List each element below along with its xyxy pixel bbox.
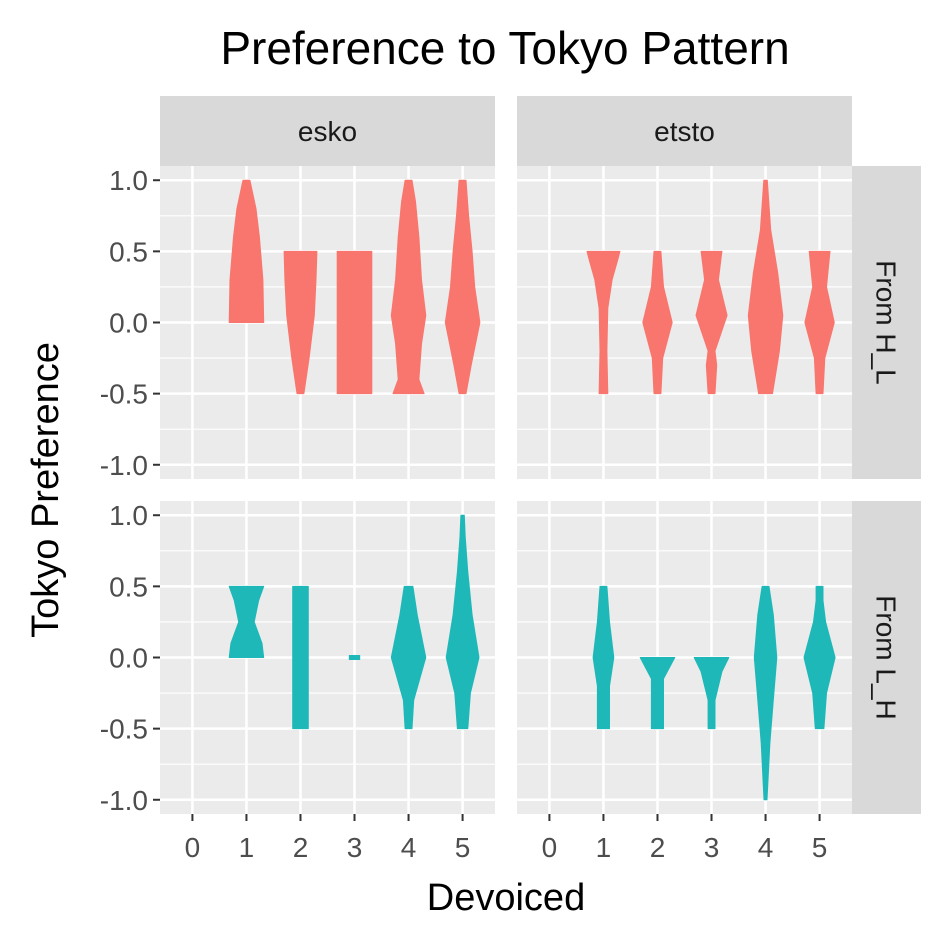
x-tick-label: 2 — [293, 832, 309, 863]
x-tick-label: 4 — [401, 832, 417, 863]
x-tick-label: 3 — [347, 832, 363, 863]
violin-etsto-from-h-l-x4 — [747, 179, 784, 395]
strip-from-h-l — [852, 166, 921, 479]
strip-label-esko: esko — [298, 116, 357, 147]
x-tick-label: 1 — [239, 832, 255, 863]
x-tick-label: 4 — [758, 832, 774, 863]
y-tick-label: 0.5 — [109, 236, 148, 267]
panel-etsto-from-l-h — [517, 501, 852, 814]
violin-esko-from-h-l-x1 — [228, 179, 265, 323]
strip-from-l-h — [852, 501, 921, 814]
violin-esko-from-h-l-x4 — [390, 179, 427, 395]
x-tick-label: 2 — [650, 832, 666, 863]
strip-label-from-h-l: From H_L — [871, 260, 902, 384]
x-tick-label: 5 — [812, 832, 828, 863]
y-tick-label: -1.0 — [100, 785, 148, 816]
violin-esko-from-l-h-x4 — [390, 585, 427, 730]
x-tick-label: 3 — [704, 832, 720, 863]
y-tick-label: 0.0 — [109, 308, 148, 339]
violin-etsto-from-l-h-x5 — [803, 585, 836, 730]
violin-etsto-from-l-h-x4 — [753, 585, 778, 801]
strip-esko — [160, 96, 495, 166]
strip-etsto — [517, 96, 852, 166]
violin-esko-from-l-h-x5 — [445, 514, 480, 730]
y-tick-label: 0.5 — [109, 571, 148, 602]
violin-esko-from-l-h-x2 — [292, 585, 309, 730]
strip-label-from-l-h: From L_H — [871, 595, 902, 719]
panel-etsto-from-h-l — [517, 166, 852, 479]
violin-etsto-from-h-l-x5 — [804, 250, 835, 395]
violin-etsto-from-l-h-x3 — [693, 657, 730, 730]
violin-etsto-from-h-l-x3 — [695, 250, 728, 395]
violin-esko-from-l-h-x1 — [228, 585, 265, 658]
violin-etsto-from-h-l-x1 — [586, 250, 621, 395]
y-tick-label: -0.5 — [100, 714, 148, 745]
y-tick-label: 1.0 — [109, 165, 148, 196]
panel-esko-from-h-l — [160, 166, 495, 479]
plot-area: esko etsto From H_L From L_H -1.0 -0.5 0.0 0.5 1… — [100, 96, 921, 863]
panel-esko-from-l-h — [160, 501, 495, 814]
violin-esko-from-h-l-x5 — [444, 179, 481, 395]
violin-etsto-from-h-l-x2 — [642, 250, 673, 395]
violin-esko-from-h-l-x2 — [283, 250, 318, 395]
violin-esko-from-h-l-x3 — [336, 250, 373, 395]
x-tick-label: 5 — [455, 832, 471, 863]
violin-esko-from-l-h-x3 — [348, 655, 361, 660]
y-tick-label: 0.0 — [109, 643, 148, 674]
violin-etsto-from-l-h-x2 — [639, 657, 676, 730]
y-tick-label: 1.0 — [109, 500, 148, 531]
y-tick-label: -1.0 — [100, 450, 148, 481]
violin-etsto-from-l-h-x1 — [592, 585, 615, 730]
x-tick-label: 0 — [185, 832, 201, 863]
x-axis-title: Devoiced — [427, 877, 585, 919]
strip-label-etsto: etsto — [654, 116, 715, 147]
x-tick-label: 0 — [542, 832, 558, 863]
y-axis-title: Tokyo Preference — [25, 342, 67, 638]
chart-title: Preference to Tokyo Pattern — [220, 22, 789, 74]
x-tick-label: 1 — [596, 832, 612, 863]
y-tick-label: -0.5 — [100, 379, 148, 410]
